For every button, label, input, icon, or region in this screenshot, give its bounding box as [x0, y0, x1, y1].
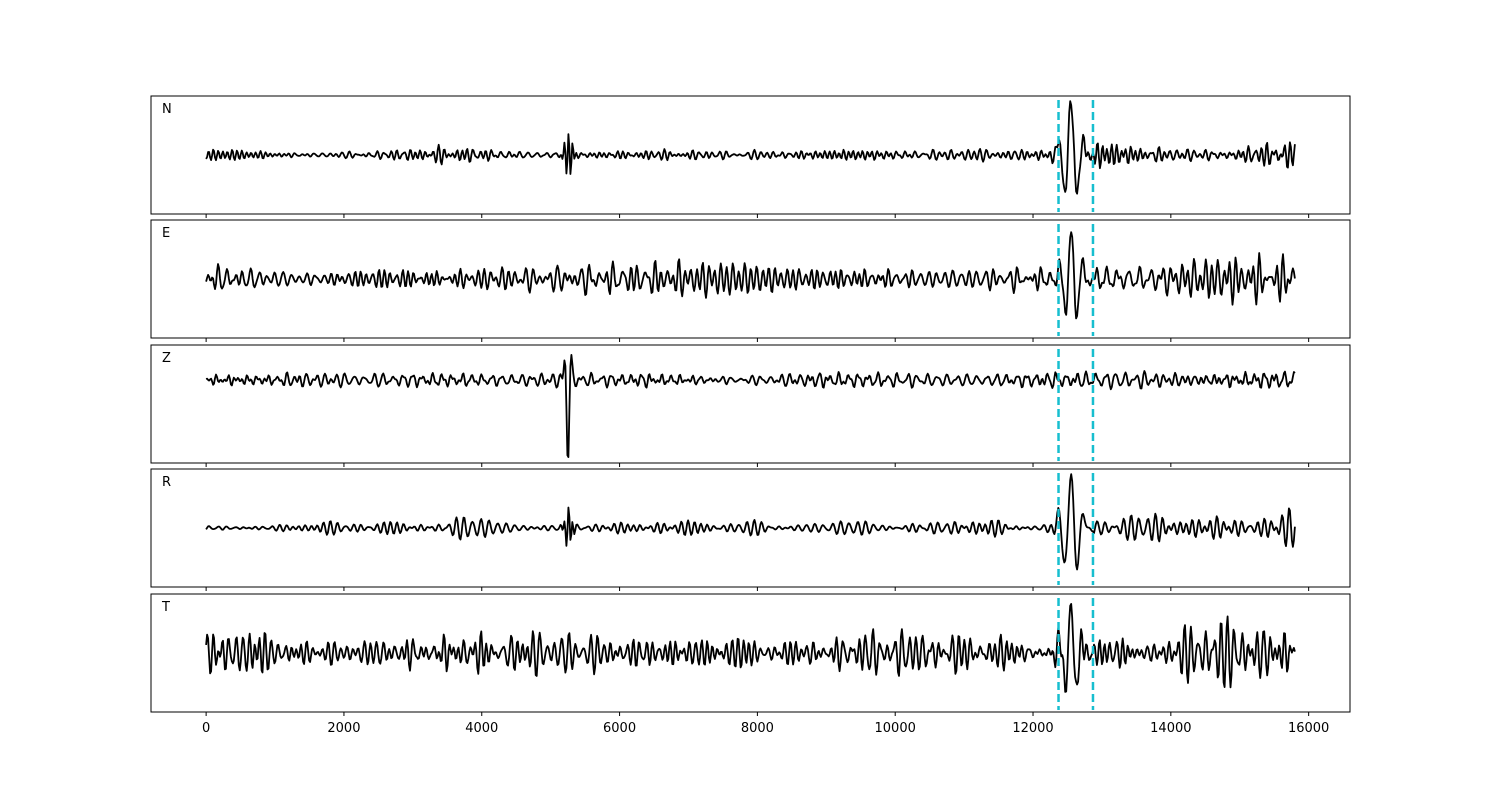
panel-n: N — [150, 95, 1351, 218]
x-tick-label: 0 — [202, 721, 210, 736]
x-tick-label: 10000 — [875, 721, 916, 736]
panel-frame — [150, 95, 1351, 215]
panel-t: T — [150, 593, 1351, 716]
panel-z: Z — [150, 344, 1351, 467]
trace-e — [205, 231, 1296, 320]
x-tick-label: 12000 — [1012, 721, 1053, 736]
panel-frame — [150, 593, 1351, 713]
trace-z — [205, 354, 1296, 458]
panel-label: N — [162, 102, 172, 117]
x-tick-label: 14000 — [1150, 721, 1191, 736]
panel-frame — [150, 468, 1351, 588]
x-tick-label: 16000 — [1288, 721, 1329, 736]
trace-n — [205, 100, 1296, 195]
trace-panels: N E Z R T — [150, 95, 1351, 716]
x-axis: 0 2000 4000 6000 8000 10000 12000 14000 16000 — [202, 721, 1329, 736]
panel-label: E — [162, 226, 170, 241]
panel-label: R — [162, 475, 171, 490]
panel-e: E — [150, 219, 1351, 342]
x-tick-label: 8000 — [741, 721, 774, 736]
panel-label: T — [161, 600, 170, 615]
trace-r — [205, 473, 1296, 571]
panel-label: Z — [162, 351, 171, 366]
x-tick-label: 6000 — [603, 721, 636, 736]
panel-frame — [150, 219, 1351, 339]
x-tick-label: 2000 — [327, 721, 360, 736]
trace-t — [205, 603, 1296, 693]
panel-r: R — [150, 468, 1351, 591]
x-tick-label: 4000 — [465, 721, 498, 736]
panel-frame — [150, 344, 1351, 464]
